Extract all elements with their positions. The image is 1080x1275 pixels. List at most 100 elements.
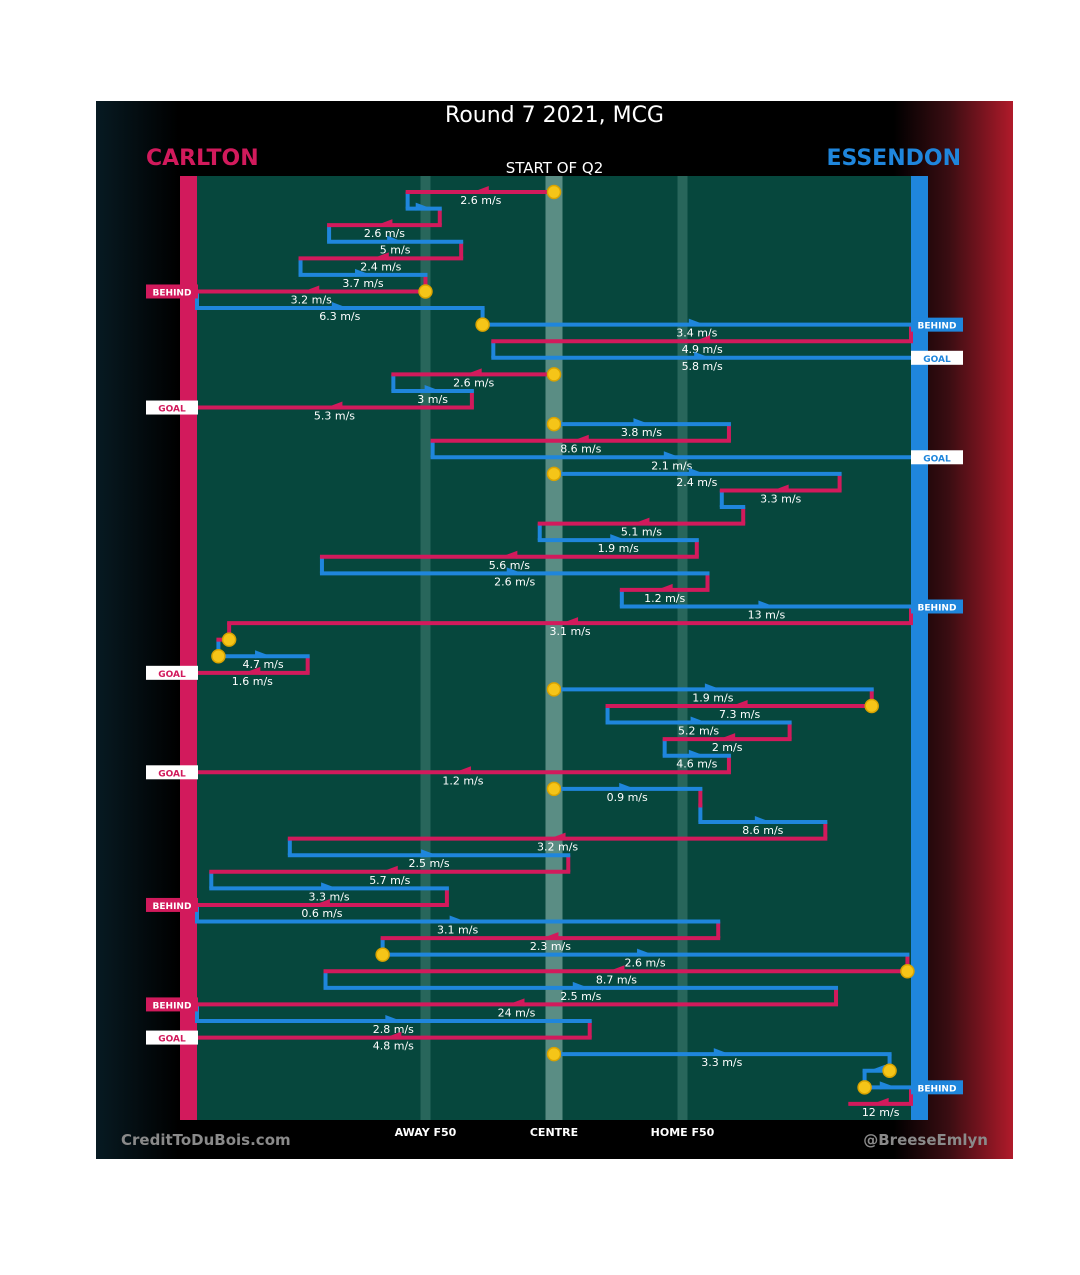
chart-subtitle: START OF Q2 [505, 159, 604, 177]
chain-arrow [454, 766, 471, 775]
centre-band [545, 176, 563, 1120]
chain-arrow [331, 302, 348, 311]
speed-label: 2 m/s [712, 741, 743, 754]
credit-left: CreditToDuBois.com [121, 1131, 291, 1149]
chain-arrow [637, 948, 654, 957]
carlton-outcome-box [146, 284, 198, 299]
ball-up-marker [857, 1080, 872, 1095]
carlton-outcome-box [146, 1030, 198, 1045]
chain-arrow [506, 567, 523, 576]
outcome-label: BEHIND [153, 1001, 192, 1011]
chain-arrow [754, 816, 771, 825]
chain-arrow [872, 1097, 889, 1106]
chain-arrow [688, 318, 705, 327]
speed-label: 3.4 m/s [676, 327, 717, 340]
speed-label: 5.8 m/s [682, 360, 723, 373]
outcome-label: GOAL [158, 405, 186, 415]
chain-arrow [694, 335, 711, 344]
chain-arrow [313, 898, 330, 907]
speed-label: 12 m/s [862, 1106, 900, 1119]
essendon-outcome-box [911, 450, 963, 465]
speed-label: 3.2 m/s [537, 841, 578, 854]
ball-up-marker [546, 1046, 562, 1062]
chain-arrow [385, 1015, 402, 1023]
outcome-label: GOAL [923, 355, 951, 365]
chain-arrow [465, 368, 482, 377]
essendon-outcome-box [911, 317, 963, 332]
x-tick-label: HOME F50 [651, 1126, 715, 1139]
credit-right: @BreeseEmlyn [863, 1131, 988, 1149]
ball-up-marker [375, 947, 390, 962]
chain-arrow [663, 451, 680, 460]
speed-label: 1.2 m/s [644, 592, 685, 605]
chain-arrow [633, 517, 650, 526]
speed-label: 2.4 m/s [360, 260, 401, 273]
chain-arrow [688, 467, 705, 476]
carlton-outcome-box [146, 765, 198, 780]
speed-label: 3.3 m/s [760, 492, 801, 505]
home-f50-band [677, 176, 688, 1120]
ball-up-marker [546, 184, 562, 200]
chain-arrow [619, 782, 636, 791]
chain-arrow [321, 882, 338, 891]
speed-label: 2.1 m/s [651, 459, 692, 472]
speed-label: 24 m/s [498, 1006, 536, 1019]
ball-up-marker [546, 466, 562, 482]
speed-label: 1.9 m/s [692, 691, 733, 704]
speed-label: 5.3 m/s [314, 410, 355, 423]
chain-arrow [381, 865, 398, 874]
chain-arrow [387, 235, 404, 244]
speed-label: 13 m/s [748, 609, 786, 622]
ball-up-marker [900, 964, 915, 979]
speed-label: 5.1 m/s [621, 526, 662, 539]
speed-label: 8.7 m/s [596, 973, 637, 986]
speed-label: 3.1 m/s [437, 924, 478, 937]
chain-arrow [572, 434, 589, 443]
chain-arrow [372, 252, 389, 261]
chain-arrow [572, 981, 589, 990]
chain-arrow [688, 749, 705, 758]
speed-label: 3.1 m/s [549, 625, 590, 638]
chain-arrow [355, 268, 372, 277]
speed-label: 5.6 m/s [489, 559, 530, 572]
ball-up-marker [221, 632, 237, 647]
chart-frame: Round 7 2021, MCG CARLTON ESSENDON START… [96, 101, 1013, 1159]
chain-arrow [694, 351, 711, 360]
chain-arrow [610, 534, 627, 543]
essendon-outcome-box [911, 350, 963, 365]
speed-label: 3.3 m/s [309, 890, 350, 903]
team-left-label: CARLTON [146, 146, 259, 171]
speed-label: 2.8 m/s [373, 1023, 414, 1036]
ball-up-marker [882, 1063, 897, 1078]
chain-arrow [472, 186, 489, 194]
outcome-label: GOAL [923, 454, 951, 464]
speed-label: 5.2 m/s [678, 725, 719, 738]
speed-label: 2.5 m/s [560, 990, 601, 1003]
speed-label: 6.3 m/s [319, 310, 360, 323]
chain-arrow [385, 1031, 402, 1040]
chain-arrow [421, 849, 438, 858]
ball-up-marker [546, 416, 562, 432]
outcome-label: GOAL [158, 670, 186, 680]
chain-arrow [449, 915, 466, 924]
essendon-goal-bar [911, 176, 928, 1120]
speed-label: 4.9 m/s [682, 343, 723, 356]
chart-title: Round 7 2021, MCG [445, 103, 664, 128]
team-right-label: ESSENDON [826, 146, 961, 171]
chain-arrow [326, 401, 343, 410]
speed-label: 2.6 m/s [624, 957, 665, 970]
ball-up-marker [546, 682, 562, 697]
ball-up-marker [546, 781, 562, 797]
speed-label: 8.6 m/s [742, 824, 783, 837]
chain-arrow [690, 716, 707, 725]
speed-label: 3.8 m/s [621, 426, 662, 439]
chain-arrow [731, 699, 748, 708]
chain-arrow [562, 617, 579, 626]
ball-up-marker [475, 317, 490, 332]
essendon-outcome-box [911, 1080, 963, 1095]
speed-label: 2.5 m/s [408, 857, 449, 870]
outcome-label: GOAL [158, 1035, 186, 1045]
chain-arrow [501, 550, 518, 559]
ball-up-marker [864, 698, 879, 714]
